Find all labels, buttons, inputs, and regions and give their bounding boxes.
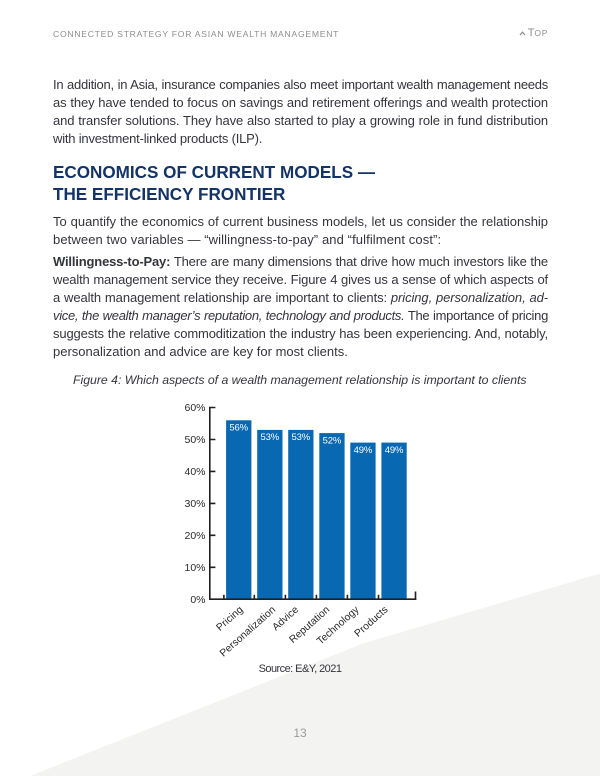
svg-text:20%: 20% [184, 530, 205, 542]
svg-text:56%: 56% [229, 423, 248, 434]
svg-text:10%: 10% [184, 562, 205, 574]
svg-text:53%: 53% [261, 432, 280, 443]
svg-text:50%: 50% [184, 434, 205, 446]
svg-text:40%: 40% [184, 466, 205, 478]
svg-text:53%: 53% [292, 432, 311, 443]
svg-text:0%: 0% [190, 594, 205, 606]
svg-text:Personalization: Personalization [218, 604, 278, 659]
svg-text:52%: 52% [323, 435, 342, 446]
svg-text:49%: 49% [385, 445, 404, 456]
svg-text:49%: 49% [354, 445, 373, 456]
svg-text:Pricing: Pricing [215, 604, 246, 633]
svg-text:60%: 60% [184, 402, 205, 414]
svg-text:30%: 30% [184, 498, 205, 510]
